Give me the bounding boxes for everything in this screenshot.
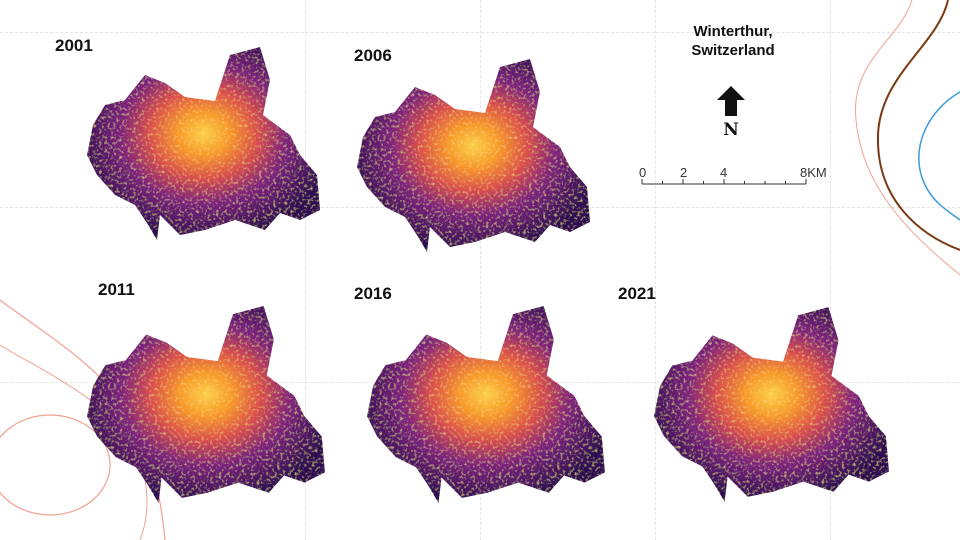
grid-line	[305, 0, 306, 540]
grid-line	[0, 32, 960, 33]
year-label-2006: 2006	[354, 46, 392, 65]
scale-label-8km: 8KM	[800, 165, 827, 180]
lst-map-2021	[654, 307, 889, 502]
lst-map-2006	[357, 59, 590, 252]
grid-line	[655, 0, 656, 540]
scale-label-4: 4	[720, 165, 728, 180]
scale-bar-line	[641, 179, 807, 185]
year-label-2021: 2021	[618, 284, 656, 303]
scale-label-0: 0	[639, 165, 647, 180]
year-label-2001: 2001	[55, 36, 93, 55]
north-arrow: N	[715, 84, 747, 144]
grid-line	[480, 0, 481, 540]
north-label: N	[723, 120, 739, 140]
north-arrow-icon	[717, 86, 745, 116]
lst-map-2016	[367, 305, 605, 503]
grid-line	[830, 0, 831, 540]
scale-bar: 0 2 4 8KM	[636, 160, 846, 194]
year-label-2011: 2011	[98, 280, 135, 299]
year-label-2016: 2016	[354, 284, 392, 303]
lst-map-2001	[87, 47, 320, 240]
scale-label-2: 2	[680, 165, 688, 180]
map-title-line2: Switzerland	[691, 42, 775, 59]
lst-map-2011	[87, 305, 325, 503]
map-title-line1: Winterthur,	[693, 23, 773, 40]
map-title: Winterthur, Switzerland	[660, 22, 806, 60]
